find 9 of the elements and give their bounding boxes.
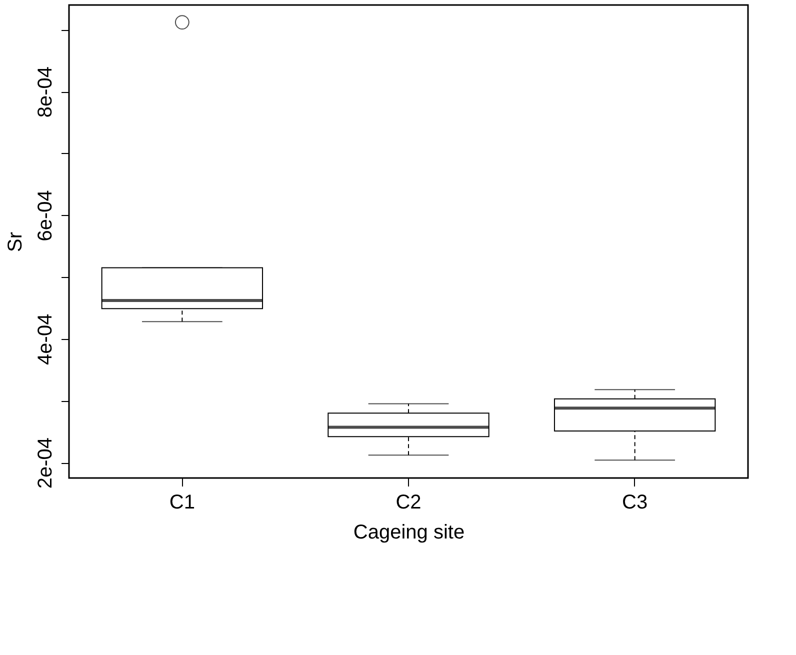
y-tick-label: 6e-04	[34, 190, 56, 242]
x-axis-title: Cageing site	[353, 522, 465, 544]
x-tick-label: C3	[622, 492, 648, 514]
x-tick-label: C2	[396, 492, 422, 514]
y-tick-label: 8e-04	[34, 66, 56, 118]
y-tick-label: 2e-04	[34, 437, 56, 489]
x-tick-label: C1	[169, 492, 195, 514]
y-tick-label: 4e-04	[34, 314, 56, 365]
y-axis-title: Sr	[4, 232, 26, 252]
